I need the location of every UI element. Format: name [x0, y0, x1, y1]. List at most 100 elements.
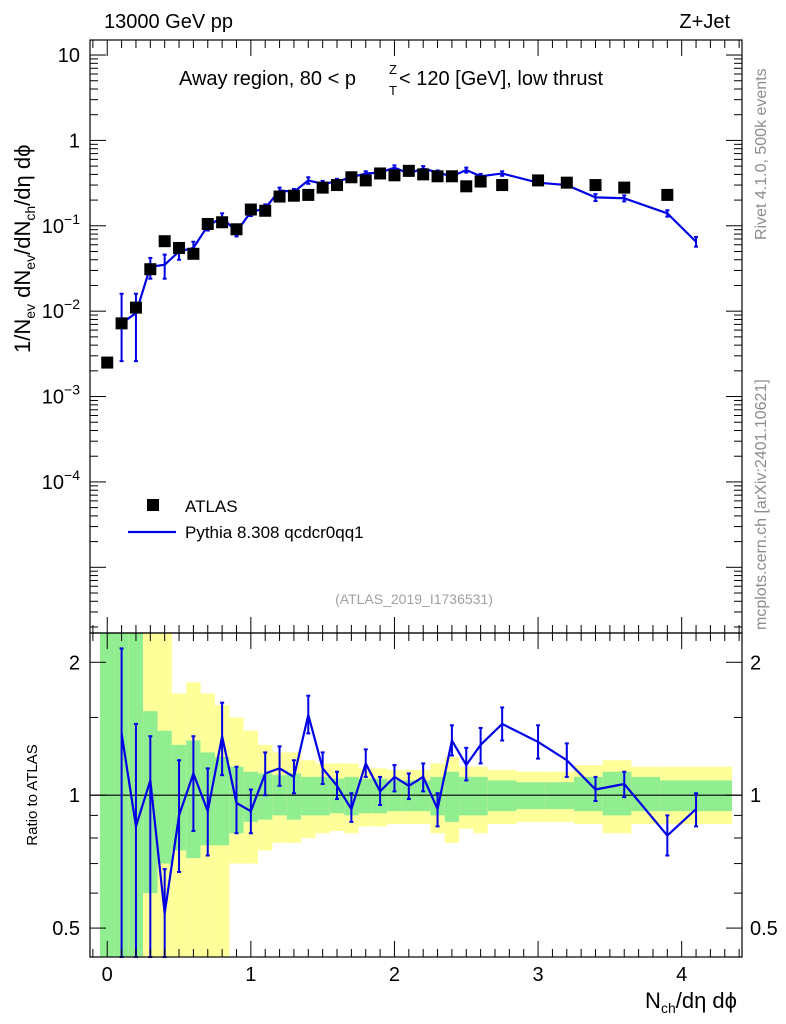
analysis-id: (ATLAS_2019_I1736531) — [335, 591, 493, 607]
main-series — [101, 164, 699, 369]
main-y-tick-label-base-3: 10 — [42, 301, 64, 323]
data-point-28 — [532, 174, 545, 187]
data-point-8 — [216, 216, 229, 229]
y-label-part-2: ev — [22, 304, 38, 319]
main-y-tick-label-5: 10−4 — [42, 467, 80, 494]
data-point-14 — [302, 188, 315, 201]
band-inner-15 — [315, 776, 330, 816]
band-inner-25 — [459, 776, 474, 816]
data-point-4 — [158, 235, 171, 248]
data-point-2 — [129, 301, 142, 314]
data-point-5 — [173, 241, 186, 254]
y-label-part-5: /dN — [10, 221, 35, 255]
band-inner-27 — [487, 780, 517, 812]
data-point-26 — [474, 175, 487, 188]
x-tick-label-3: 3 — [533, 964, 544, 986]
y-label-part-7: /dη dϕ — [10, 145, 35, 206]
legend-atlas-marker — [147, 499, 159, 511]
ratio-y-tick-label-right-0: 2 — [750, 652, 761, 674]
legend: ATLAS Pythia 8.308 qcdcr0qq1 — [128, 497, 364, 542]
data-point-25 — [460, 180, 473, 193]
plot-title: Away region, 80 < p Z T < 120 [GeV], low… — [179, 62, 603, 98]
data-point-1 — [115, 317, 128, 330]
data-point-9 — [230, 223, 243, 236]
band-inner-14 — [301, 776, 316, 816]
data-point-11 — [259, 204, 272, 217]
x-tick-label-1: 1 — [245, 964, 256, 986]
ratio-y-tick-label-left-2: 0.5 — [52, 918, 80, 940]
ratio-y-tick-label-left-1: 1 — [69, 785, 80, 807]
plot-title-sup: Z — [389, 62, 397, 77]
data-point-16 — [331, 179, 344, 192]
plot-title-main: Away region, 80 < p — [179, 68, 356, 90]
data-point-12 — [273, 190, 286, 203]
plot-title-sub: T — [389, 83, 397, 98]
data-point-24 — [445, 170, 458, 183]
main-y-tick-label-base-4: 10 — [42, 387, 64, 409]
legend-pythia-label: Pythia 8.308 qcdcr0qq1 — [185, 523, 364, 542]
data-point-30 — [589, 179, 602, 192]
data-point-20 — [388, 169, 401, 182]
mc-line — [120, 166, 697, 325]
y-label-part-6: ch — [22, 206, 38, 221]
ratio-y-tick-label-right-1: 1 — [750, 785, 761, 807]
band-inner-26 — [473, 776, 488, 816]
data-point-13 — [287, 189, 300, 202]
main-y-tick-label-0: 10 — [58, 45, 80, 67]
data-point-27 — [496, 179, 509, 192]
band-inner-20 — [387, 780, 402, 812]
x-label-part-2: ch — [661, 1000, 676, 1016]
main-y-tick-label-1: 1 — [69, 130, 80, 152]
main-y-tick-label-exp-4: −3 — [64, 382, 80, 398]
data-point-19 — [374, 167, 387, 180]
y-axis-label-main: 1/Nev dNev/dNch/dη dϕ — [10, 145, 38, 353]
x-axis-label: Nch/dη dϕ — [645, 988, 737, 1016]
ratio-y-tick-label-left-0: 2 — [69, 652, 80, 674]
main-frame — [89, 39, 743, 634]
y-label-part-4: ev — [22, 255, 38, 270]
data-point-0 — [101, 356, 114, 369]
band-inner-13 — [286, 773, 302, 820]
data-point-10 — [244, 203, 257, 216]
data-point-7 — [201, 217, 214, 230]
main-y-tick-label-exp-3: −2 — [64, 296, 80, 312]
process-label: Z+Jet — [679, 11, 730, 33]
data-point-6 — [187, 247, 200, 260]
y-label-part-1: 1/N — [10, 319, 35, 353]
main-y-tick-label-2: 10−1 — [42, 211, 80, 238]
data-point-32 — [661, 188, 674, 201]
band-inner-18 — [358, 778, 373, 814]
y-axis-label-ratio: Ratio to ATLAS — [24, 744, 41, 845]
main-y-tick-label-base-5: 10 — [42, 472, 64, 494]
x-tick-label-4: 4 — [676, 964, 687, 986]
side-rivet-label: Rivet 4.1.0, 500k events — [753, 68, 770, 240]
data-point-17 — [345, 171, 358, 184]
data-point-21 — [402, 164, 415, 177]
x-label-part-1: N — [645, 988, 661, 1013]
band-inner-4 — [157, 730, 172, 864]
legend-atlas-label: ATLAS — [185, 497, 238, 516]
main-y-tick-label-3: 10−2 — [42, 296, 80, 323]
ratio-series — [90, 647, 742, 958]
x-tick-label-2: 2 — [389, 964, 400, 986]
energy-label: 13000 GeV pp — [104, 11, 233, 33]
main-y-tick-label-base-2: 10 — [42, 216, 64, 238]
side-mcplots-label: mcplots.cern.ch [arXiv:2401.10621] — [753, 379, 770, 630]
x-tick-label-0: 0 — [102, 964, 113, 986]
main-y-tick-label-exp-5: −4 — [64, 467, 80, 483]
band-inner-32 — [631, 776, 661, 812]
band-inner-8 — [214, 757, 230, 846]
data-point-31 — [618, 181, 631, 194]
x-label-part-3: /dη dϕ — [676, 988, 737, 1013]
plot-title-tail: < 120 [GeV], low thrust — [399, 68, 603, 90]
data-point-29 — [560, 176, 573, 189]
y-label-part-3: dN — [10, 270, 35, 304]
ratio-y-tick-label-right-2: 0.5 — [750, 918, 778, 940]
main-y-tick-label-exp-2: −1 — [64, 211, 80, 227]
data-point-3 — [144, 263, 157, 276]
main-y-tick-label-4: 10−3 — [42, 382, 80, 409]
data-point-15 — [316, 181, 329, 194]
band-inner-24 — [444, 771, 460, 822]
